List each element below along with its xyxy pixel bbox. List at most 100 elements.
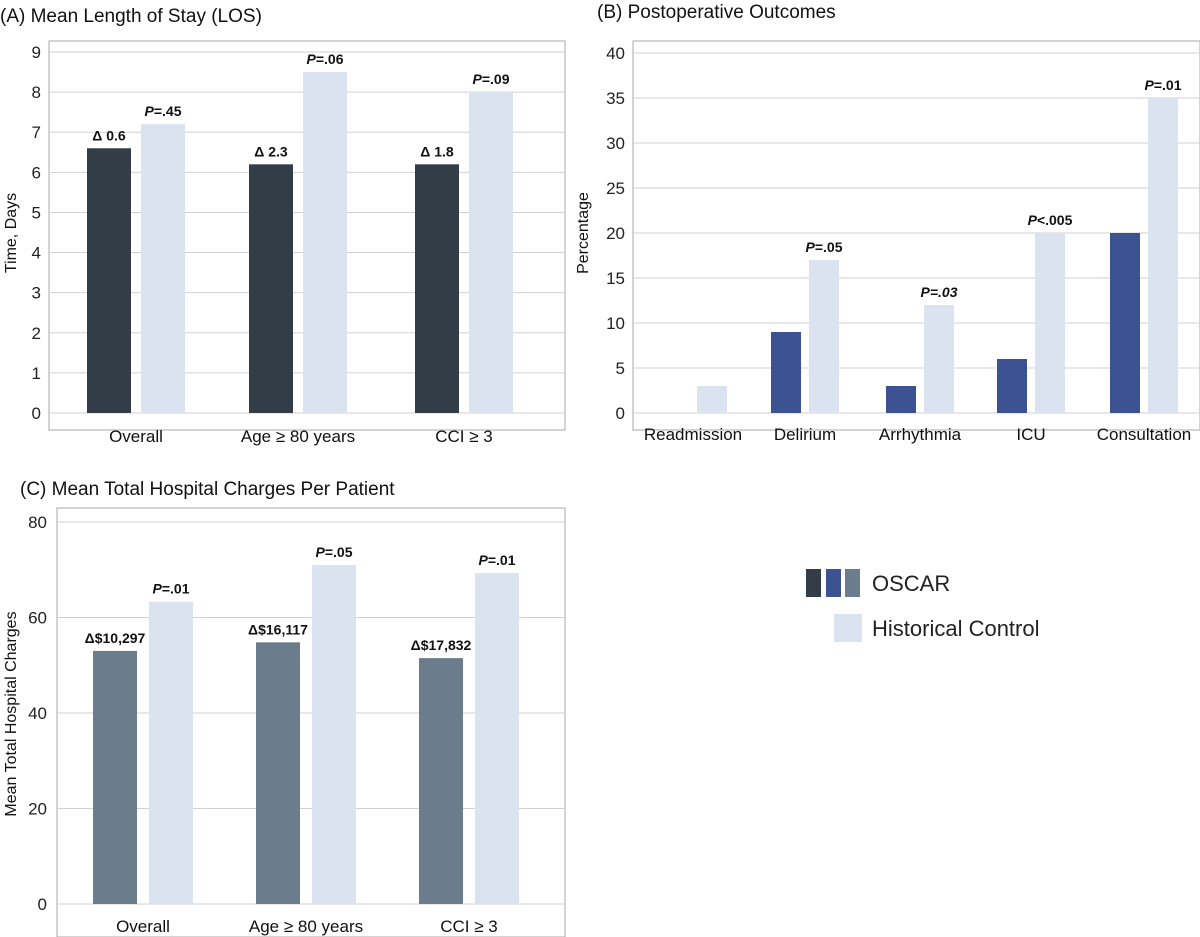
panel-a-frame <box>48 40 566 431</box>
panel-b-outcomes-chart: (B) Postoperative Outcomes 0 5 10 15 20 25 30 3… <box>575 2 1200 444</box>
panel-b-annotations: P=.05 P=.03 P<.005 P=.01 <box>806 77 1182 300</box>
legend-swatch-oscar-los <box>806 569 821 597</box>
legend-swatch-oscar-charges <box>845 569 860 597</box>
panel-c-annotations: Δ$10,297 P=.01 Δ$16,117 P=.05 Δ$17,832 P=.01 <box>85 544 516 653</box>
panel-a-y-axis-title: Time, Days <box>3 193 20 273</box>
y-tick-label: 35 <box>606 89 625 108</box>
y-tick-label: 0 <box>616 404 625 423</box>
panel-a-categories: Overall Age ≥ 80 years CCI ≥ 3 <box>109 427 493 446</box>
bar-oscar <box>771 332 801 413</box>
bar-historical <box>469 92 513 413</box>
y-tick-label: 40 <box>606 44 625 63</box>
data-label-historical: P=.01 <box>153 581 190 597</box>
y-tick-label: 0 <box>38 895 47 914</box>
bar-historical <box>1148 98 1178 413</box>
bar-oscar <box>93 650 137 904</box>
panel-a-y-ticks: 0 1 2 3 4 5 6 7 8 9 <box>32 43 41 423</box>
bar-oscar <box>419 658 463 904</box>
panel-c-y-ticks: 0 20 40 60 80 <box>28 513 47 914</box>
panel-c-title: (C) Mean Total Hospital Charges Per Pati… <box>20 479 395 500</box>
x-category-label: CCI ≥ 3 <box>440 917 498 936</box>
y-tick-label: 6 <box>32 163 41 182</box>
x-category-label: Age ≥ 80 years <box>249 917 363 936</box>
x-category-label: ICU <box>1016 425 1045 444</box>
y-tick-label: 3 <box>32 284 41 303</box>
legend-swatch-historical <box>834 614 862 642</box>
x-category-label: Overall <box>116 917 170 936</box>
bar-historical <box>475 573 519 904</box>
data-label-oscar: Δ$10,297 <box>85 630 146 646</box>
data-label-historical: P=.05 <box>316 544 353 560</box>
bar-historical <box>141 124 185 413</box>
panel-c-categories: Overall Age ≥ 80 years CCI ≥ 3 <box>116 917 498 936</box>
data-label-historical: P=.09 <box>473 71 510 87</box>
bar-historical <box>809 260 839 413</box>
data-label-oscar: Δ 1.8 <box>420 143 454 159</box>
y-tick-label: 80 <box>28 513 47 532</box>
bar-oscar <box>886 386 916 413</box>
panel-c-frame <box>56 507 566 937</box>
bar-historical <box>697 386 727 413</box>
data-label-historical: P=.01 <box>479 552 516 568</box>
panel-b-gridlines <box>633 52 1200 414</box>
data-label-oscar: Δ 0.6 <box>92 127 126 143</box>
legend-label-oscar: OSCAR <box>872 571 950 596</box>
panel-b-frame <box>632 40 1200 431</box>
data-label-historical: P=.45 <box>145 103 182 119</box>
y-tick-label: 9 <box>32 43 41 62</box>
x-category-label: Readmission <box>644 425 742 444</box>
panel-c-bars <box>93 564 519 904</box>
data-label-historical: P=.03 <box>921 284 958 300</box>
bar-historical <box>149 601 193 904</box>
panel-a-los-chart: (A) Mean Length of Stay (LOS) 0 1 2 3 4 5 6 7 8 9… <box>0 6 566 446</box>
legend-label-historical: Historical Control <box>872 616 1040 641</box>
y-tick-label: 5 <box>616 359 625 378</box>
data-label-historical: P=.06 <box>307 51 344 67</box>
panel-b-bars <box>697 98 1178 413</box>
bar-historical <box>1035 233 1065 413</box>
data-label-historical: P<.005 <box>1028 212 1073 228</box>
y-tick-label: 1 <box>32 364 41 383</box>
y-tick-label: 20 <box>28 800 47 819</box>
x-category-label: Delirium <box>774 425 836 444</box>
bar-historical <box>312 564 356 904</box>
x-category-label: Age ≥ 80 years <box>241 427 355 446</box>
x-category-label: Overall <box>109 427 163 446</box>
panel-b-categories: Readmission Delirium Arrhythmia ICU Consulta… <box>644 425 1191 444</box>
bar-oscar <box>249 164 293 413</box>
x-category-label: Consultation <box>1097 425 1192 444</box>
y-tick-label: 40 <box>28 704 47 723</box>
y-tick-label: 2 <box>32 324 41 343</box>
y-tick-label: 25 <box>606 179 625 198</box>
bar-historical <box>303 72 347 414</box>
data-label-oscar: Δ$17,832 <box>411 637 472 653</box>
bar-historical <box>924 305 954 413</box>
y-tick-label: 15 <box>606 269 625 288</box>
panel-a-annotations: Δ 0.6 P=.45 Δ 2.3 P=.06 Δ 1.8 P=.09 <box>92 51 509 159</box>
panel-a-bars <box>87 72 513 414</box>
panel-a-title: (A) Mean Length of Stay (LOS) <box>0 6 262 27</box>
y-tick-label: 0 <box>32 404 41 423</box>
x-category-label: Arrhythmia <box>879 425 962 444</box>
bar-oscar <box>415 164 459 413</box>
y-tick-label: 20 <box>606 224 625 243</box>
bar-oscar <box>256 642 300 904</box>
panel-b-y-ticks: 0 5 10 15 20 25 30 35 40 <box>606 44 625 423</box>
panel-b-y-axis-title: Percentage <box>575 192 592 274</box>
bar-oscar <box>1110 233 1140 413</box>
panel-b-title: (B) Postoperative Outcomes <box>597 2 836 23</box>
data-label-oscar: Δ$16,117 <box>248 621 308 637</box>
x-category-label: CCI ≥ 3 <box>435 427 493 446</box>
panel-c-charges-chart: (C) Mean Total Hospital Charges Per Pati… <box>3 479 566 937</box>
y-tick-label: 10 <box>606 314 625 333</box>
bar-oscar <box>997 359 1027 413</box>
legend-swatch-oscar-outcomes <box>826 569 841 597</box>
bar-oscar <box>87 148 131 413</box>
y-tick-label: 8 <box>32 83 41 102</box>
data-label-historical: P=.05 <box>806 239 843 255</box>
legend: OSCAR Historical Control <box>806 569 1040 642</box>
data-label-oscar: Δ 2.3 <box>254 143 288 159</box>
y-tick-label: 5 <box>32 203 41 222</box>
data-label-historical: P=.01 <box>1145 77 1182 93</box>
